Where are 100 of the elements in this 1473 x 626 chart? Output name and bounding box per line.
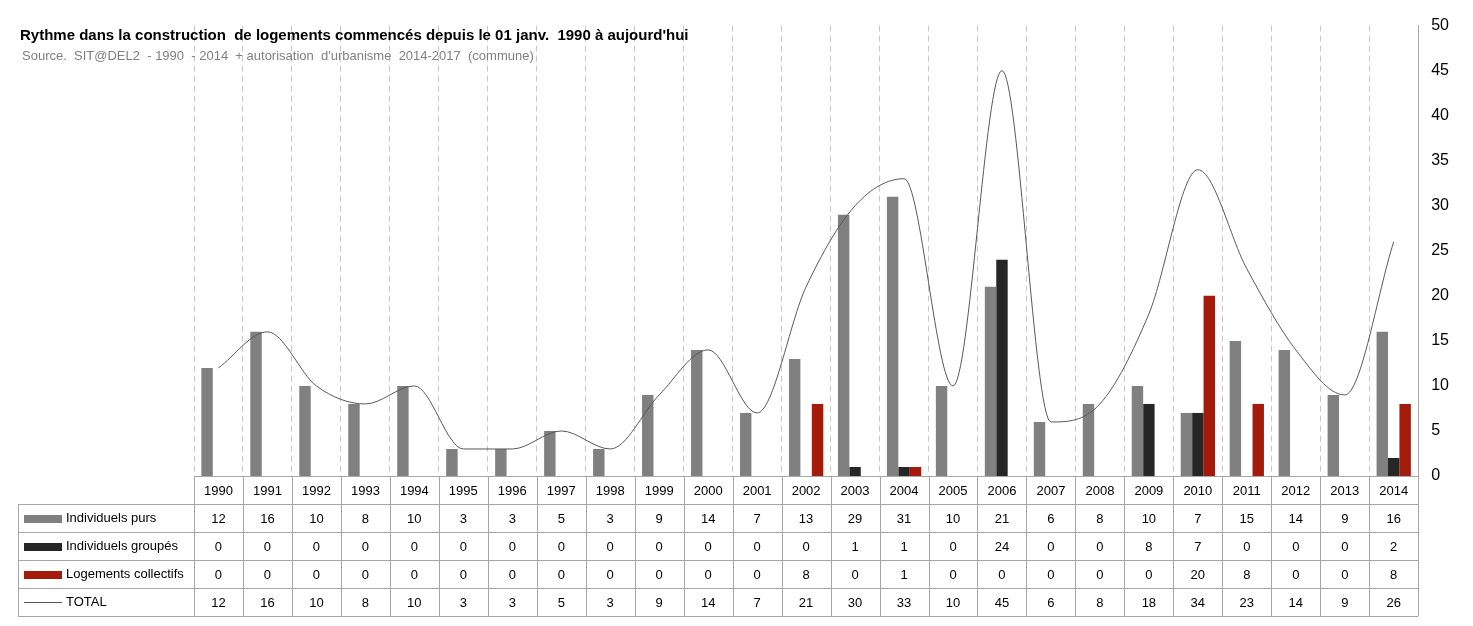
bar <box>935 385 948 476</box>
data-label: 0 <box>1292 566 1300 582</box>
x-tick-label: 1993 <box>350 482 380 498</box>
data-label: 0 <box>410 566 418 582</box>
data-label: 9 <box>655 510 663 526</box>
x-tick-label: 1990 <box>204 482 233 498</box>
x-tick-label: 2013 <box>1330 482 1360 498</box>
y-tick-label: 10 <box>1431 376 1450 394</box>
data-label: 0 <box>508 538 516 554</box>
data-label: 16 <box>260 594 275 610</box>
data-label: 0 <box>655 538 663 554</box>
bar <box>788 358 801 476</box>
data-label: 0 <box>312 538 321 554</box>
bar <box>446 448 458 476</box>
data-label: 0 <box>214 538 223 554</box>
data-label: 16 <box>260 510 275 526</box>
data-label: 16 <box>1386 510 1401 526</box>
y-tick-label: 25 <box>1431 241 1450 259</box>
data-label: 0 <box>214 566 223 582</box>
data-label: 0 <box>508 566 516 582</box>
bar <box>1388 457 1400 476</box>
data-label: 0 <box>753 538 761 554</box>
data-label: 14 <box>700 510 716 526</box>
data-label: 0 <box>459 566 467 582</box>
data-label: 24 <box>994 538 1010 554</box>
bar <box>740 412 752 476</box>
bar <box>996 259 1008 476</box>
data-label: 21 <box>994 510 1010 526</box>
data-label: 7 <box>1194 538 1202 554</box>
line-series <box>217 70 1395 450</box>
data-label: 0 <box>704 566 712 582</box>
x-tick-label: 1995 <box>448 482 478 498</box>
bar <box>886 196 899 476</box>
data-label: 0 <box>459 538 467 554</box>
bar <box>250 331 262 476</box>
data-label: 3 <box>459 510 467 526</box>
data-label: 2 <box>1390 538 1398 554</box>
data-label: 31 <box>896 510 912 526</box>
bar <box>909 466 922 476</box>
data-label: 0 <box>704 538 712 554</box>
bar <box>1327 394 1340 476</box>
data-label: 13 <box>798 510 814 526</box>
data-label: 6 <box>1047 594 1055 610</box>
data-label: 0 <box>802 538 810 554</box>
bar <box>299 385 311 476</box>
x-tick-label: 1992 <box>301 482 331 498</box>
data-label: 5 <box>557 594 565 610</box>
bar <box>1252 403 1264 476</box>
data-label: 3 <box>606 510 614 526</box>
bar <box>642 394 654 476</box>
data-label: 8 <box>1243 566 1251 582</box>
data-label: 0 <box>1292 538 1300 554</box>
data-label: 18 <box>1141 594 1157 610</box>
bar <box>811 403 824 476</box>
x-tick-label: 2014 <box>1379 482 1409 498</box>
x-tick-label: 2010 <box>1183 482 1213 498</box>
data-label: 14 <box>1288 594 1304 610</box>
bar <box>849 466 861 476</box>
x-tick-label: 1991 <box>252 482 282 498</box>
data-label: 0 <box>557 566 565 582</box>
x-tick-label: 2003 <box>840 482 870 498</box>
bar <box>1143 403 1155 476</box>
data-label: 8 <box>1390 566 1398 582</box>
data-label: 0 <box>557 538 565 554</box>
data-label: 12 <box>211 510 226 526</box>
data-label: 8 <box>1145 538 1153 554</box>
y-tick-label: 15 <box>1431 331 1450 349</box>
data-label: 1 <box>900 566 908 582</box>
bar <box>1192 412 1204 476</box>
data-label: 9 <box>1341 510 1349 526</box>
data-label: 6 <box>1047 510 1055 526</box>
data-label: 0 <box>606 538 614 554</box>
bar <box>1082 403 1095 476</box>
bar <box>544 430 556 476</box>
bar <box>837 214 850 476</box>
data-label: 0 <box>1047 538 1055 554</box>
data-label: 3 <box>508 510 516 526</box>
data-label: 20 <box>1190 566 1206 582</box>
x-tick-label: 2007 <box>1036 482 1066 498</box>
data-label: 9 <box>1341 594 1349 610</box>
y-tick-label: 35 <box>1431 151 1450 169</box>
data-label: 45 <box>994 594 1010 610</box>
data-label: 21 <box>798 594 814 610</box>
data-label: 30 <box>847 594 863 610</box>
data-label: 7 <box>1194 510 1202 526</box>
data-label: 5 <box>557 510 565 526</box>
x-tick-label: 2000 <box>693 482 723 498</box>
x-tick-label: 1998 <box>595 482 625 498</box>
data-label: 29 <box>847 510 863 526</box>
data-label: 0 <box>949 566 957 582</box>
data-label: 33 <box>896 594 912 610</box>
data-label: 15 <box>1239 510 1255 526</box>
data-label: 10 <box>945 594 961 610</box>
legend-label: Individuels purs <box>66 509 157 525</box>
data-label: 0 <box>361 566 370 582</box>
bar <box>397 385 409 476</box>
data-label: 0 <box>1341 566 1349 582</box>
data-label: 8 <box>1096 594 1104 610</box>
bar <box>984 286 997 476</box>
data-label: 1 <box>851 538 859 554</box>
